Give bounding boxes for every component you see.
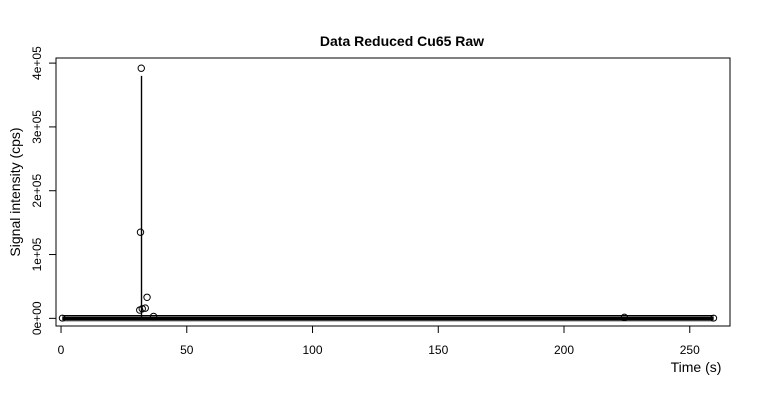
x-tick-label: 100 bbox=[303, 343, 323, 357]
x-tick-label: 250 bbox=[680, 343, 700, 357]
y-tick-label: 3e+05 bbox=[30, 110, 44, 144]
y-tick-label: 1e+05 bbox=[30, 237, 44, 271]
y-tick-label: 4e+05 bbox=[30, 46, 44, 80]
y-axis-label: Signal intensity (cps) bbox=[7, 127, 23, 256]
y-axis: 0e+00 1e+05 2e+05 3e+05 4e+05 bbox=[30, 46, 57, 335]
data-point bbox=[136, 228, 145, 236]
data-point bbox=[137, 64, 145, 72]
plot-frame bbox=[55, 57, 731, 327]
x-tick-label: 0 bbox=[58, 343, 65, 357]
data-marks bbox=[58, 64, 718, 322]
x-tick-label: 150 bbox=[428, 343, 448, 357]
chart-title: Data Reduced Cu65 Raw bbox=[320, 33, 484, 49]
x-tick-label: 50 bbox=[180, 343, 194, 357]
data-point bbox=[138, 305, 146, 313]
x-tick-label: 200 bbox=[554, 343, 574, 357]
data-point bbox=[620, 313, 629, 322]
y-tick-label: 2e+05 bbox=[30, 174, 44, 208]
x-axis: 0 50 100 150 200 250 bbox=[58, 325, 700, 357]
data-point bbox=[143, 293, 151, 301]
data-point bbox=[141, 304, 149, 312]
data-point bbox=[149, 312, 158, 321]
y-tick-label: 0e+00 bbox=[30, 301, 44, 335]
baseline-end-point bbox=[710, 314, 718, 322]
x-axis-label: Time (s) bbox=[671, 359, 722, 375]
baseline-start-point bbox=[58, 314, 66, 322]
